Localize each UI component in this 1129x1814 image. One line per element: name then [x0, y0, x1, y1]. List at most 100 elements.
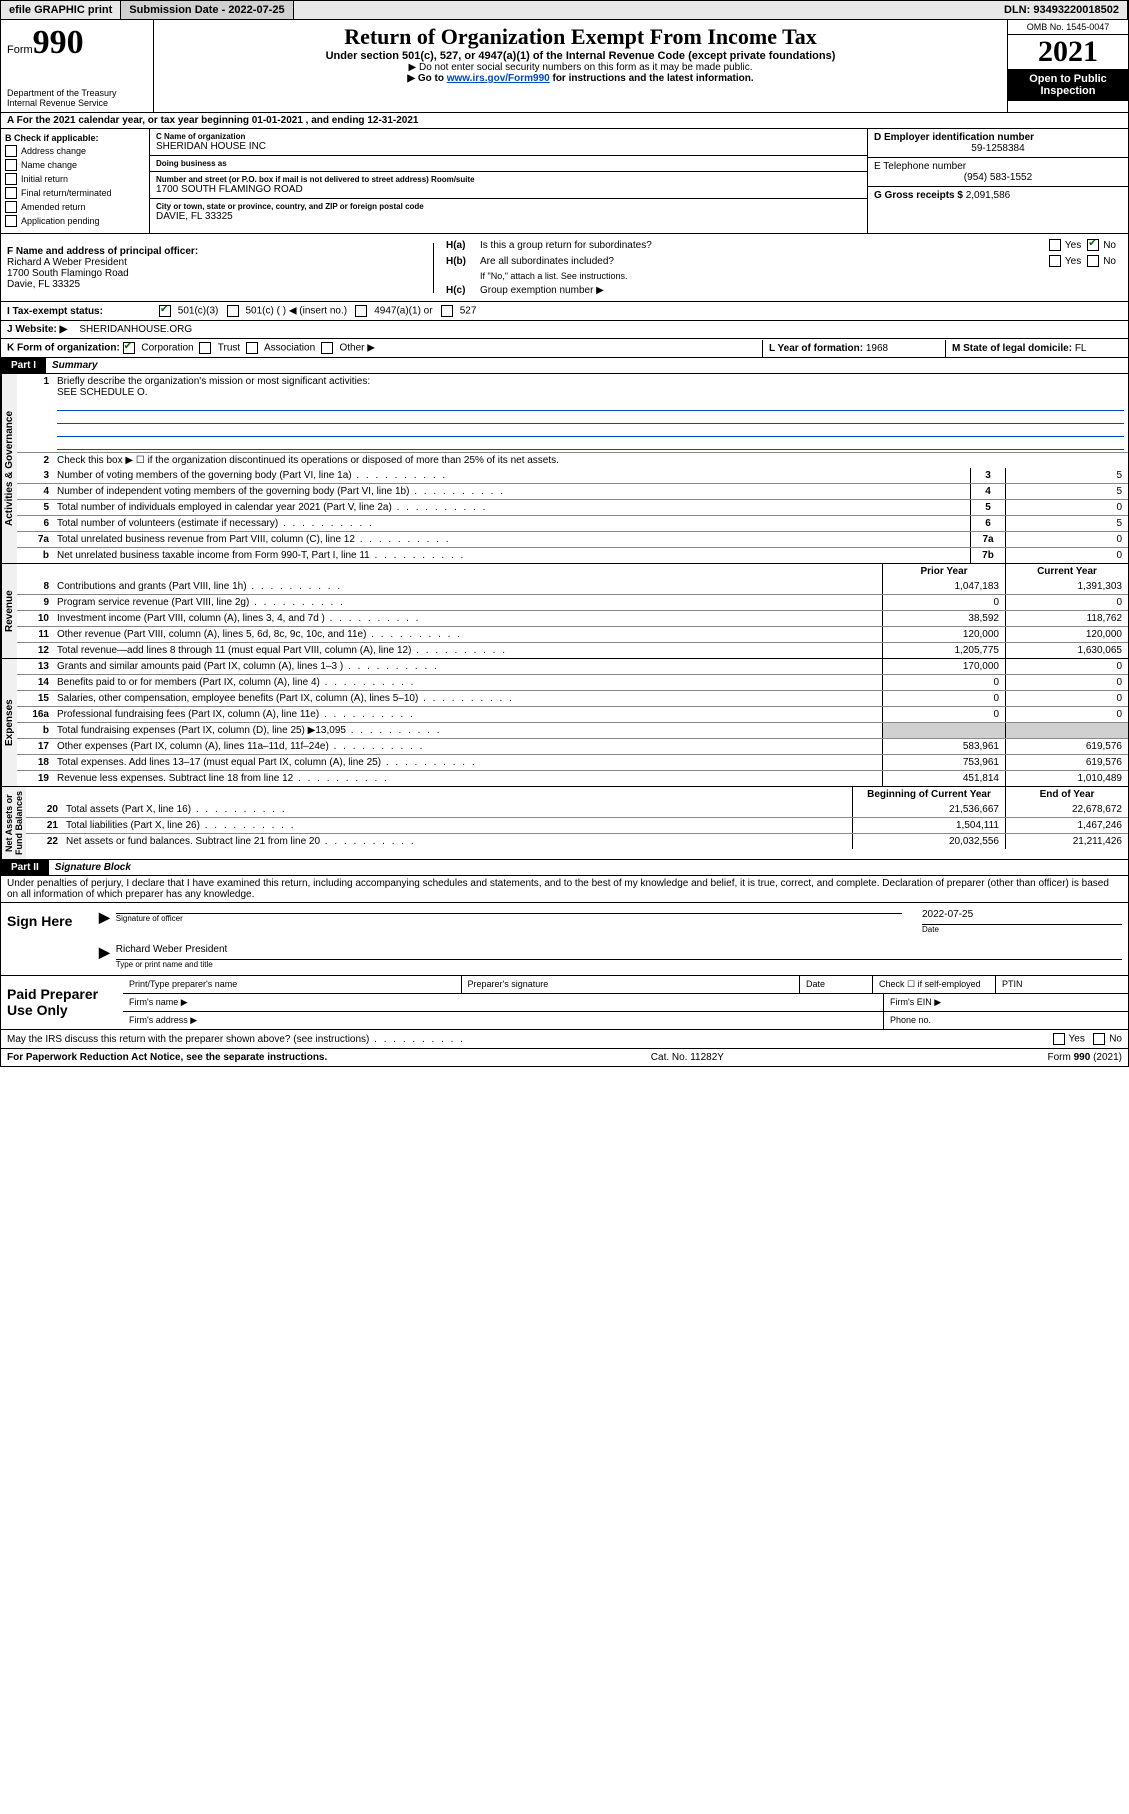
table-row: 7aTotal unrelated business revenue from …	[17, 531, 1128, 547]
table-row: 3Number of voting members of the governi…	[17, 468, 1128, 483]
officer-print-name: Richard Weber President	[116, 944, 1122, 955]
discuss-text: May the IRS discuss this return with the…	[1, 1031, 1047, 1048]
row-i: I Tax-exempt status: 501(c)(3) 501(c) ( …	[0, 302, 1129, 321]
name-change-check[interactable]: Name change	[5, 159, 145, 171]
prep-signature: Preparer's signature	[461, 976, 800, 993]
hb-no-check[interactable]	[1087, 255, 1099, 267]
m-value: FL	[1075, 343, 1087, 354]
ein-label: D Employer identification number	[874, 132, 1122, 143]
row-klm: K Form of organization: Corporation Trus…	[0, 339, 1129, 358]
final-return-check[interactable]: Final return/terminated	[5, 187, 145, 199]
l-value: 1968	[866, 343, 888, 354]
tax-year: 2021	[1008, 35, 1128, 69]
hb-yes-check[interactable]	[1049, 255, 1061, 267]
tax-exempt-label: I Tax-exempt status:	[1, 303, 153, 320]
line-1-label: Briefly describe the organization's miss…	[57, 376, 370, 387]
trust-check[interactable]	[199, 342, 211, 354]
app-pending-check[interactable]: Application pending	[5, 215, 145, 227]
revenue-block: Revenue Prior Year Current Year 8Contrib…	[0, 564, 1129, 659]
501c-check[interactable]	[227, 305, 239, 317]
m-label: M State of legal domicile:	[952, 343, 1075, 354]
discuss-yes-check[interactable]	[1053, 1033, 1065, 1045]
irs-link[interactable]: www.irs.gov/Form990	[447, 73, 550, 84]
other-check[interactable]	[321, 342, 333, 354]
table-row: bNet unrelated business taxable income f…	[17, 547, 1128, 563]
ha-text: Is this a group return for subordinates?	[480, 240, 1049, 251]
cat-number: Cat. No. 11282Y	[651, 1052, 724, 1063]
501c3-check[interactable]	[159, 305, 171, 317]
form-footer: Form 990 (2021)	[1048, 1052, 1123, 1063]
address-change-check[interactable]: Address change	[5, 145, 145, 157]
identity-grid: B Check if applicable: Address change Na…	[0, 129, 1129, 234]
corp-check[interactable]	[123, 342, 135, 354]
hc-text: Group exemption number ▶	[480, 285, 604, 296]
firm-name: Firm's name ▶	[123, 994, 883, 1011]
phone-label: E Telephone number	[874, 161, 1122, 172]
ha-no-check[interactable]	[1087, 239, 1099, 251]
column-d: D Employer identification number 59-1258…	[868, 129, 1128, 233]
row-a-tax-year: A For the 2021 calendar year, or tax yea…	[0, 113, 1129, 129]
form-title: Return of Organization Exempt From Incom…	[160, 24, 1001, 50]
table-row: 22Net assets or fund balances. Subtract …	[26, 833, 1128, 849]
part2-label: Part II	[1, 860, 49, 875]
website-label: J Website: ▶	[1, 321, 73, 338]
submission-date-button[interactable]: Submission Date - 2022-07-25	[121, 1, 293, 19]
org-name-label: C Name of organization	[156, 132, 861, 141]
expenses-block: Expenses 13Grants and similar amounts pa…	[0, 659, 1129, 787]
expenses-tab: Expenses	[1, 659, 17, 786]
sign-here-label: Sign Here	[1, 903, 93, 975]
ha-yes-check[interactable]	[1049, 239, 1061, 251]
line-1-num: 1	[17, 374, 53, 452]
arrow-icon: ▶	[99, 909, 116, 934]
phone-value: (954) 583-1552	[874, 172, 1122, 183]
table-row: 11Other revenue (Part VIII, column (A), …	[17, 626, 1128, 642]
top-bar: efile GRAPHIC print Submission Date - 20…	[0, 0, 1129, 20]
ein-value: 59-1258384	[874, 143, 1122, 154]
discuss-no-check[interactable]	[1093, 1033, 1105, 1045]
gross-value: 2,091,586	[966, 190, 1011, 201]
table-row: 15Salaries, other compensation, employee…	[17, 690, 1128, 706]
preparer-label: Paid Preparer Use Only	[1, 976, 123, 1029]
assoc-check[interactable]	[246, 342, 258, 354]
org-name: SHERIDAN HOUSE INC	[156, 141, 861, 152]
table-row: 6Total number of volunteers (estimate if…	[17, 515, 1128, 531]
discuss-row: May the IRS discuss this return with the…	[0, 1030, 1129, 1049]
hc-row: H(c) Group exemption number ▶	[440, 283, 1122, 298]
column-c: C Name of organization SHERIDAN HOUSE IN…	[150, 129, 868, 233]
sign-date: 2022-07-25	[922, 909, 1122, 920]
initial-return-check[interactable]: Initial return	[5, 173, 145, 185]
omb-number: OMB No. 1545-0047	[1008, 20, 1128, 35]
form-label: Form	[7, 44, 33, 56]
line-1-value: SEE SCHEDULE O.	[57, 387, 148, 398]
open-public-badge: Open to Public Inspection	[1008, 69, 1128, 101]
form-subtitle: Under section 501(c), 527, or 4947(a)(1)…	[160, 50, 1001, 62]
sig-officer-label: Signature of officer	[116, 914, 902, 923]
governance-block: Activities & Governance 1 Briefly descri…	[0, 374, 1129, 564]
4947-check[interactable]	[355, 305, 367, 317]
col-b-label: B Check if applicable:	[5, 133, 145, 143]
form-number: 990	[33, 24, 84, 61]
row-f-h: F Name and address of principal officer:…	[0, 234, 1129, 302]
dln-label: DLN: 93493220018502	[996, 1, 1128, 19]
amended-return-check[interactable]: Amended return	[5, 201, 145, 213]
officer-addr1: 1700 South Flamingo Road	[7, 268, 427, 279]
ha-row: H(a) Is this a group return for subordin…	[440, 237, 1122, 253]
table-row: 20Total assets (Part X, line 16)21,536,6…	[26, 802, 1128, 817]
name-title-label: Type or print name and title	[116, 960, 1122, 969]
end-year-header: End of Year	[1005, 787, 1128, 802]
prep-self-employed[interactable]: Check ☐ if self-employed	[872, 976, 995, 993]
net-assets-tab: Net Assets or Fund Balances	[1, 787, 26, 859]
city-value: DAVIE, FL 33325	[156, 211, 861, 222]
firm-ein: Firm's EIN ▶	[883, 994, 1128, 1011]
url-suffix: for instructions and the latest informat…	[550, 73, 754, 84]
part1-bar: Part I Summary	[0, 358, 1129, 374]
url-note: ▶ Go to www.irs.gov/Form990 for instruct…	[160, 73, 1001, 84]
revenue-tab: Revenue	[1, 564, 17, 658]
hb-row: H(b) Are all subordinates included? Yes …	[440, 253, 1122, 269]
527-check[interactable]	[441, 305, 453, 317]
website-value: SHERIDANHOUSE.ORG	[73, 321, 198, 338]
table-row: 13Grants and similar amounts paid (Part …	[17, 659, 1128, 674]
title-column: Return of Organization Exempt From Incom…	[154, 20, 1008, 112]
table-row: 5Total number of individuals employed in…	[17, 499, 1128, 515]
prep-date: Date	[799, 976, 872, 993]
